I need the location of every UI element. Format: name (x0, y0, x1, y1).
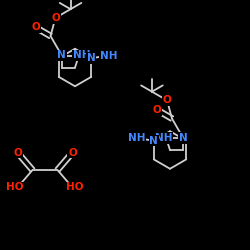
Text: O: O (51, 13, 60, 23)
Text: N: N (150, 136, 158, 145)
Text: NH: NH (73, 50, 90, 60)
Text: O: O (31, 22, 40, 32)
Text: NH: NH (155, 133, 172, 143)
Text: N: N (87, 53, 96, 63)
Text: N: N (58, 50, 66, 60)
Text: O: O (68, 148, 77, 158)
Text: N: N (179, 133, 188, 143)
Text: HO: HO (66, 182, 84, 192)
Text: NH: NH (128, 133, 145, 143)
Text: O: O (13, 148, 22, 158)
Text: HO: HO (6, 182, 24, 192)
Text: O: O (163, 96, 172, 106)
Text: NH: NH (100, 50, 117, 60)
Text: O: O (152, 105, 161, 115)
